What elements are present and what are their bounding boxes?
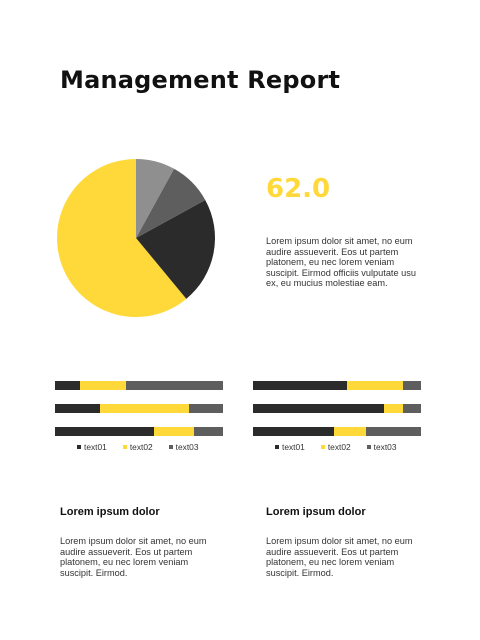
legend-label-text02: text02	[129, 442, 153, 452]
bar-segment-text02	[80, 381, 126, 390]
bar-segment-text01	[55, 404, 101, 413]
pie-slice-4	[136, 159, 175, 238]
legend-item-text01: text01	[77, 442, 107, 452]
pie-slice-2	[136, 199, 215, 299]
bar-row-2	[253, 404, 421, 413]
section-heading-right: Lorem ipsum dolor	[266, 506, 366, 518]
legend-item-text02: text02	[320, 442, 351, 452]
bar-segment-text02	[333, 427, 366, 436]
legend-swatch-text02	[122, 445, 127, 449]
bar-segment-text01	[253, 381, 348, 390]
bar-rows	[55, 381, 223, 436]
section-heading-left: Lorem ipsum dolor	[60, 506, 160, 518]
legend-label-text01: text01	[282, 442, 305, 452]
legend-label-text03: text03	[373, 442, 397, 452]
bar-segment-text03	[194, 427, 223, 436]
stacked-bar-chart-left: text01 text02 text03	[55, 381, 223, 452]
legend-swatch-text01	[275, 445, 279, 449]
section-paragraph-left: Lorem ipsum dolor sit amet, no eum audir…	[60, 536, 207, 578]
legend-label-text01: text01	[84, 442, 107, 452]
legend: text01 text02 text03	[77, 442, 223, 452]
page-title: Management Report	[60, 66, 341, 94]
legend-item-text03: text03	[366, 442, 397, 452]
kpi-value: 62.0	[266, 174, 331, 204]
bar-row-3	[55, 427, 223, 436]
bar-segment-text01	[253, 427, 334, 436]
bar-segment-text03	[402, 404, 421, 413]
bar-row-3	[253, 427, 421, 436]
legend-item-text02: text02	[122, 442, 153, 452]
legend-swatch-text03	[168, 445, 173, 449]
legend-item-text01: text01	[275, 442, 305, 452]
legend-label-text03: text03	[175, 442, 199, 452]
bar-rows	[253, 381, 421, 436]
bar-segment-text01	[55, 427, 155, 436]
bar-segment-text03	[189, 404, 223, 413]
section-paragraph-right: Lorem ipsum dolor sit amet, no eum audir…	[266, 536, 413, 578]
legend-swatch-text01	[77, 445, 81, 449]
bar-segment-text02	[100, 404, 190, 413]
bar-segment-text03	[125, 381, 223, 390]
bar-segment-text03	[365, 427, 421, 436]
bar-segment-text02	[154, 427, 195, 436]
bar-row-1	[55, 381, 223, 390]
pie-slice-3	[136, 168, 206, 238]
bar-row-2	[55, 404, 223, 413]
bar-segment-text01	[55, 381, 81, 390]
pie-slice-1	[57, 159, 187, 317]
pie-chart	[57, 159, 215, 317]
bar-segment-text02	[347, 381, 403, 390]
bar-segment-text01	[253, 404, 385, 413]
bar-segment-text02	[384, 404, 403, 413]
stacked-bar-chart-right: text01 text02 text03	[253, 381, 421, 452]
bar-row-1	[253, 381, 421, 390]
legend: text01 text02 text03	[275, 442, 421, 452]
bar-segment-text03	[402, 381, 421, 390]
legend-item-text03: text03	[168, 442, 199, 452]
legend-swatch-text03	[366, 445, 371, 449]
summary-paragraph: Lorem ipsum dolor sit amet, no eum audir…	[266, 236, 416, 289]
legend-label-text02: text02	[327, 442, 351, 452]
legend-swatch-text02	[320, 445, 325, 449]
